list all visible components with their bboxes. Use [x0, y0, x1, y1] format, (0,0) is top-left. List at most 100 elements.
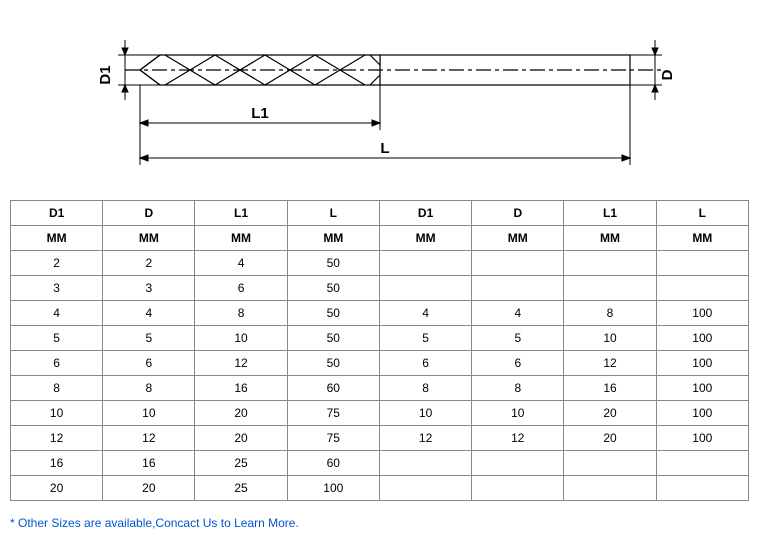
table-cell: 12: [472, 426, 564, 451]
table-cell: 16: [195, 376, 287, 401]
table-cell: 5: [103, 326, 195, 351]
table-cell: 12: [379, 426, 471, 451]
table-row: 202025100: [11, 476, 749, 501]
table-cell: 75: [287, 426, 379, 451]
table-cell: [379, 476, 471, 501]
table-cell: 10: [472, 401, 564, 426]
table-cell: [472, 251, 564, 276]
table-cell: [379, 251, 471, 276]
table-row: 33650: [11, 276, 749, 301]
table-cell: 4: [11, 301, 103, 326]
table-cell: 8: [379, 376, 471, 401]
table-cell: 10: [195, 326, 287, 351]
col-unit: MM: [287, 226, 379, 251]
table-cell: 6: [379, 351, 471, 376]
table-cell: 12: [564, 351, 656, 376]
table-cell: 100: [287, 476, 379, 501]
label-d1: D1: [97, 65, 114, 84]
table-cell: [472, 276, 564, 301]
table-cell: 20: [564, 401, 656, 426]
table-cell: 4: [195, 251, 287, 276]
col-unit: MM: [379, 226, 471, 251]
table-row: 44850448100: [11, 301, 749, 326]
table-cell: 10: [564, 326, 656, 351]
footnote: * Other Sizes are available,Concact Us t…: [10, 516, 749, 530]
table-cell: 20: [564, 426, 656, 451]
col-header: L1: [564, 201, 656, 226]
table-cell: 12: [195, 351, 287, 376]
table-cell: 2: [103, 251, 195, 276]
table-cell: 5: [11, 326, 103, 351]
table-cell: 10: [11, 401, 103, 426]
table-cell: [564, 451, 656, 476]
table-row: 5510505510100: [11, 326, 749, 351]
col-unit: MM: [472, 226, 564, 251]
table-row: 16162560: [11, 451, 749, 476]
table-cell: 8: [472, 376, 564, 401]
table-cell: 6: [11, 351, 103, 376]
col-header: L: [287, 201, 379, 226]
table-cell: 50: [287, 351, 379, 376]
col-unit: MM: [564, 226, 656, 251]
label-d: D: [659, 69, 676, 80]
col-unit: MM: [11, 226, 103, 251]
table-cell: 8: [103, 376, 195, 401]
col-header: D1: [11, 201, 103, 226]
table-cell: 4: [472, 301, 564, 326]
table-cell: 50: [287, 251, 379, 276]
col-unit: MM: [103, 226, 195, 251]
col-header: L1: [195, 201, 287, 226]
table-cell: [564, 476, 656, 501]
table-cell: [656, 476, 748, 501]
label-l: L: [380, 140, 389, 157]
table-cell: 6: [103, 351, 195, 376]
table-cell: [656, 451, 748, 476]
table-cell: 75: [287, 401, 379, 426]
table-cell: 20: [195, 401, 287, 426]
table-cell: 3: [11, 276, 103, 301]
table-cell: 6: [195, 276, 287, 301]
table-cell: 3: [103, 276, 195, 301]
table-cell: 20: [11, 476, 103, 501]
table-cell: 5: [472, 326, 564, 351]
table-cell: 2: [11, 251, 103, 276]
table-row: 6612506612100: [11, 351, 749, 376]
table-cell: [564, 251, 656, 276]
table-cell: [564, 276, 656, 301]
table-cell: 100: [656, 401, 748, 426]
table-cell: [656, 276, 748, 301]
table-cell: 12: [11, 426, 103, 451]
table-cell: [379, 276, 471, 301]
table-cell: 8: [195, 301, 287, 326]
table-cell: 50: [287, 276, 379, 301]
label-l1: L1: [251, 105, 269, 122]
table-cell: 20: [103, 476, 195, 501]
table-cell: [472, 451, 564, 476]
table-cell: 16: [564, 376, 656, 401]
table-cell: 50: [287, 301, 379, 326]
table-cell: 20: [195, 426, 287, 451]
table-cell: 10: [379, 401, 471, 426]
table-cell: 25: [195, 451, 287, 476]
table-cell: [656, 251, 748, 276]
col-unit: MM: [656, 226, 748, 251]
table-row: 12122075121220100: [11, 426, 749, 451]
table-cell: 12: [103, 426, 195, 451]
table-row: 22450: [11, 251, 749, 276]
table-cell: 100: [656, 351, 748, 376]
table-cell: 5: [379, 326, 471, 351]
table-cell: 100: [656, 426, 748, 451]
col-header: L: [656, 201, 748, 226]
table-cell: [379, 451, 471, 476]
table-cell: 4: [103, 301, 195, 326]
table-cell: 100: [656, 376, 748, 401]
table-cell: 16: [11, 451, 103, 476]
table-cell: 60: [287, 376, 379, 401]
table-cell: 100: [656, 301, 748, 326]
col-header: D: [103, 201, 195, 226]
table-row: 8816608816100: [11, 376, 749, 401]
table-cell: 8: [11, 376, 103, 401]
table-cell: [472, 476, 564, 501]
col-unit: MM: [195, 226, 287, 251]
table-cell: 4: [379, 301, 471, 326]
